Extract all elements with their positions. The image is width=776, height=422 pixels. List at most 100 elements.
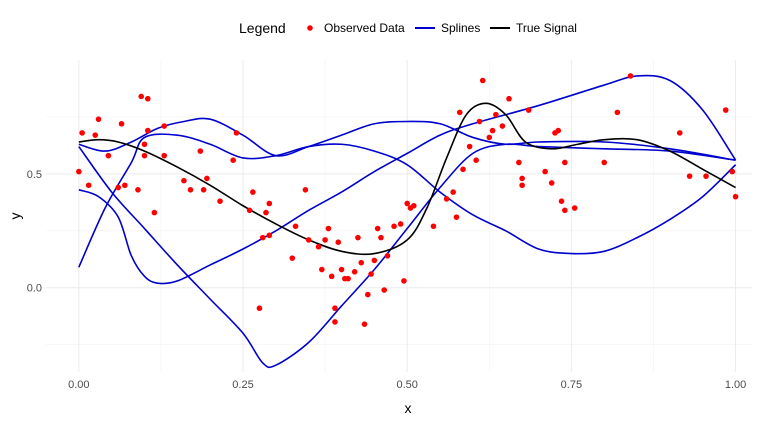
x-axis-label: x — [405, 400, 412, 416]
observed-point — [466, 143, 473, 150]
observed-point — [473, 157, 479, 164]
spline-curve-2 — [78, 74, 737, 285]
observed-point — [676, 130, 683, 136]
legend: Legend Observed Data Splines True Signal — [239, 20, 577, 36]
observed-point — [233, 130, 240, 136]
observed-point — [516, 159, 522, 166]
observed-point — [85, 182, 92, 189]
observed-point — [479, 77, 486, 84]
x-tick-label: 0.00 — [68, 379, 89, 391]
observed-point — [263, 209, 269, 216]
observed-point — [302, 187, 309, 193]
observed-point — [430, 223, 437, 230]
observed-point — [105, 152, 112, 159]
observed-point — [325, 225, 332, 232]
observed-point — [319, 266, 325, 273]
x-tick-label: 1.00 — [725, 379, 746, 391]
observed-point — [256, 305, 263, 312]
observed-point — [250, 189, 256, 195]
observed-point — [571, 205, 578, 211]
observed-point — [118, 120, 125, 127]
observed-point — [555, 127, 562, 134]
observed-point — [141, 152, 148, 159]
observed-point — [161, 152, 168, 159]
spline-curve-4 — [78, 133, 737, 268]
curves — [78, 74, 737, 369]
observed-point — [493, 111, 499, 118]
observed-point — [351, 268, 358, 275]
observed-point — [361, 321, 368, 327]
observed-point — [204, 175, 210, 182]
observed-point — [292, 223, 299, 230]
observed-point — [322, 237, 328, 243]
observed-point — [729, 168, 736, 175]
observed-point — [703, 173, 709, 179]
observed-point — [381, 287, 388, 293]
observed-point — [95, 116, 102, 123]
observed-point — [92, 132, 99, 138]
observed-point — [562, 207, 568, 214]
observed-point — [450, 189, 456, 195]
observed-point — [384, 253, 391, 259]
observed-point — [456, 109, 463, 116]
observed-point — [460, 166, 466, 173]
legend-title: Legend — [239, 20, 286, 36]
points — [76, 73, 739, 327]
observed-point — [200, 187, 207, 193]
observed-point — [378, 234, 384, 241]
observed-point — [601, 159, 608, 166]
observed-point — [141, 141, 148, 148]
y-tick-label: 0.5 — [27, 169, 42, 181]
grid — [46, 60, 752, 372]
observed-point — [358, 259, 365, 266]
observed-point — [328, 273, 335, 280]
observed-point — [259, 234, 266, 241]
observed-point — [122, 182, 128, 189]
observed-point — [614, 109, 621, 116]
observed-point — [305, 237, 312, 243]
observed-point — [404, 200, 411, 207]
observed-point — [335, 239, 342, 245]
observed-point — [368, 271, 374, 277]
observed-point — [332, 305, 338, 312]
observed-point — [371, 257, 378, 264]
observed-point — [187, 187, 194, 193]
observed-point — [722, 107, 729, 113]
observed-point — [365, 291, 371, 298]
spline-curve-1 — [78, 143, 736, 369]
x-tick-label: 0.50 — [396, 379, 417, 391]
observed-point — [315, 243, 322, 250]
legend-label-observed: Observed Data — [324, 21, 405, 35]
observed-point — [135, 187, 141, 193]
observed-point — [374, 225, 381, 232]
ticks: 0.00 0.25 0.50 0.75 1.00 0.0 0.5 — [27, 169, 747, 391]
spline-curve-3 — [78, 117, 736, 161]
observed-point — [79, 130, 85, 136]
observed-point — [489, 127, 496, 134]
observed-point — [548, 180, 555, 186]
observed-point — [519, 182, 525, 189]
legend-label-true-signal: True Signal — [516, 21, 577, 35]
x-tick-label: 0.75 — [561, 379, 582, 391]
true-signal-line — [78, 102, 736, 256]
observed-point — [144, 127, 151, 134]
observed-point — [519, 175, 525, 182]
observed-point — [525, 107, 532, 113]
observed-point — [506, 95, 512, 102]
observed-point — [246, 207, 253, 214]
observed-point — [144, 95, 151, 102]
observed-point — [443, 196, 450, 202]
legend-key-observed — [307, 25, 313, 31]
observed-point — [230, 157, 236, 164]
observed-point — [355, 234, 361, 241]
observed-point — [542, 168, 548, 175]
observed-point — [266, 200, 273, 207]
plot-panel — [46, 60, 752, 372]
observed-point — [332, 319, 338, 325]
observed-point — [181, 177, 187, 184]
observed-point — [397, 221, 404, 227]
y-tick-label: 0.0 — [27, 283, 42, 295]
observed-point — [161, 123, 168, 129]
